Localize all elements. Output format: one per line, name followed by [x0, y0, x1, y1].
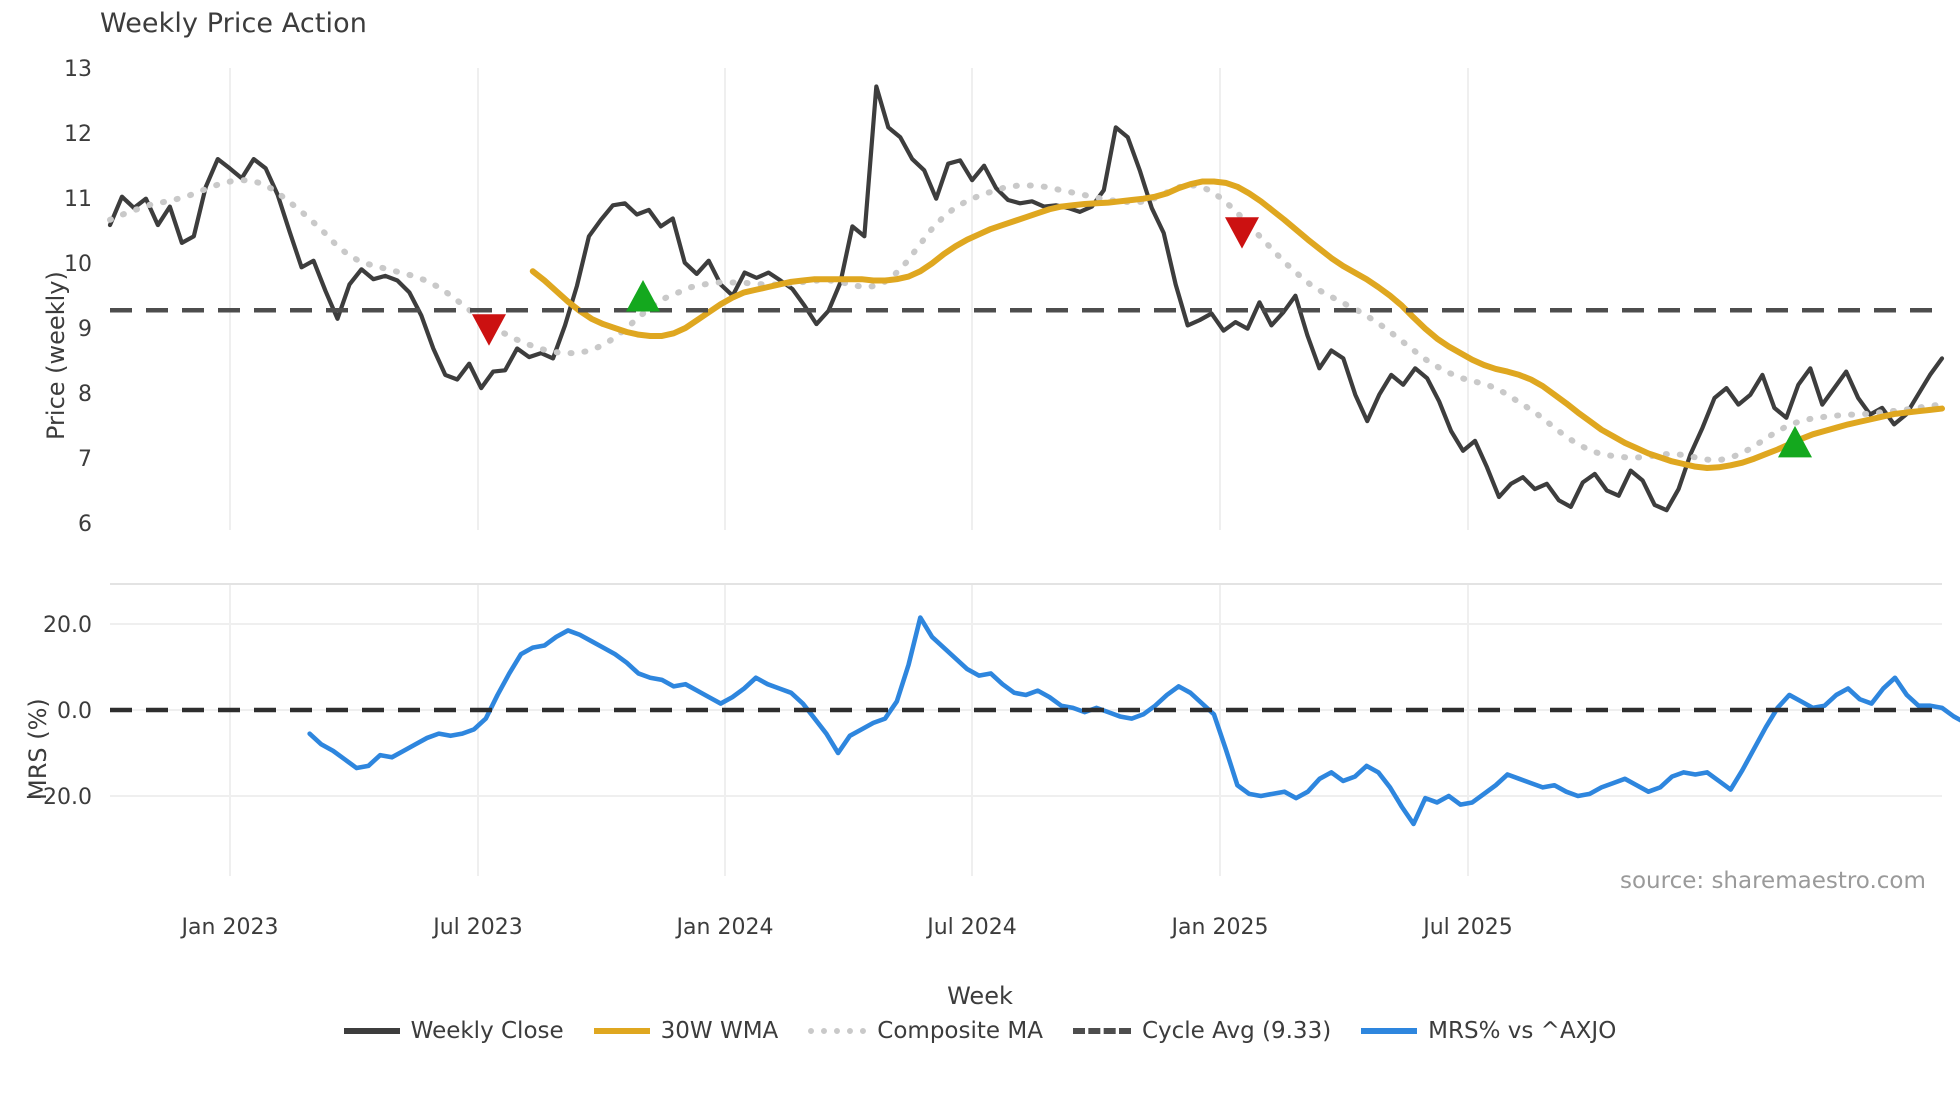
legend-swatch-30w-wma [593, 1028, 650, 1034]
mrs-ytick-neg20: −20.0 [24, 785, 92, 810]
price-ytick-10: 10 [64, 252, 92, 277]
legend-label-30w-wma: 30W WMA [660, 1018, 779, 1044]
legend-swatch-composite-ma [808, 1028, 867, 1034]
xtick-jan-2023: Jan 2023 [181, 915, 279, 940]
price-ytick-11: 11 [64, 187, 92, 212]
legend-item-mrs[interactable]: MRS% vs ^AXJO [1361, 1018, 1616, 1044]
legend-item-cycle-avg[interactable]: Cycle Avg (9.33) [1072, 1018, 1332, 1044]
price-series-group [107, 84, 1945, 513]
xtick-jul-2025: Jul 2025 [1423, 915, 1513, 940]
xtick-jul-2023: Jul 2023 [433, 915, 523, 940]
legend-swatch-weekly-close [343, 1028, 400, 1034]
x-axis-label: Week [947, 982, 1013, 1010]
mrs-grid-lines [110, 583, 1942, 876]
xtick-jul-2024: Jul 2024 [927, 915, 1017, 940]
mrs-ytick-0: 0.0 [57, 699, 92, 724]
legend-label-mrs: MRS% vs ^AXJO [1428, 1018, 1617, 1044]
price-ytick-6: 6 [78, 512, 92, 537]
chart-title: Weekly Price Action [100, 8, 367, 39]
price-ytick-7: 7 [78, 447, 92, 472]
legend-swatch-cycle-avg [1072, 1028, 1131, 1034]
legend-label-composite-ma: Composite MA [877, 1018, 1043, 1044]
source-watermark: source: sharemaestro.com [1620, 868, 1926, 894]
legend-item-composite-ma[interactable]: Composite MA [808, 1018, 1043, 1044]
price-ytick-12: 12 [64, 122, 92, 147]
grid-lines [229, 68, 1469, 530]
price-axis-label: Price (weekly) [42, 271, 70, 440]
xtick-jan-2025: Jan 2025 [1171, 915, 1269, 940]
xtick-jan-2024: Jan 2024 [676, 915, 774, 940]
chart-legend: Weekly Close 30W WMA Composite MA Cycle … [0, 1018, 1960, 1044]
signal-markers [472, 217, 1812, 458]
mrs-series-group [307, 615, 1960, 827]
mrs-ytick-20: 20.0 [43, 613, 92, 638]
price-ytick-8: 8 [78, 382, 92, 407]
legend-item-30w-wma[interactable]: 30W WMA [593, 1018, 779, 1044]
price-ytick-9: 9 [78, 317, 92, 342]
legend-swatch-mrs [1361, 1028, 1418, 1034]
price-ytick-13: 13 [64, 57, 92, 82]
legend-label-weekly-close: Weekly Close [410, 1018, 564, 1044]
legend-label-cycle-avg: Cycle Avg (9.33) [1141, 1018, 1332, 1044]
legend-item-weekly-close[interactable]: Weekly Close [343, 1018, 564, 1044]
